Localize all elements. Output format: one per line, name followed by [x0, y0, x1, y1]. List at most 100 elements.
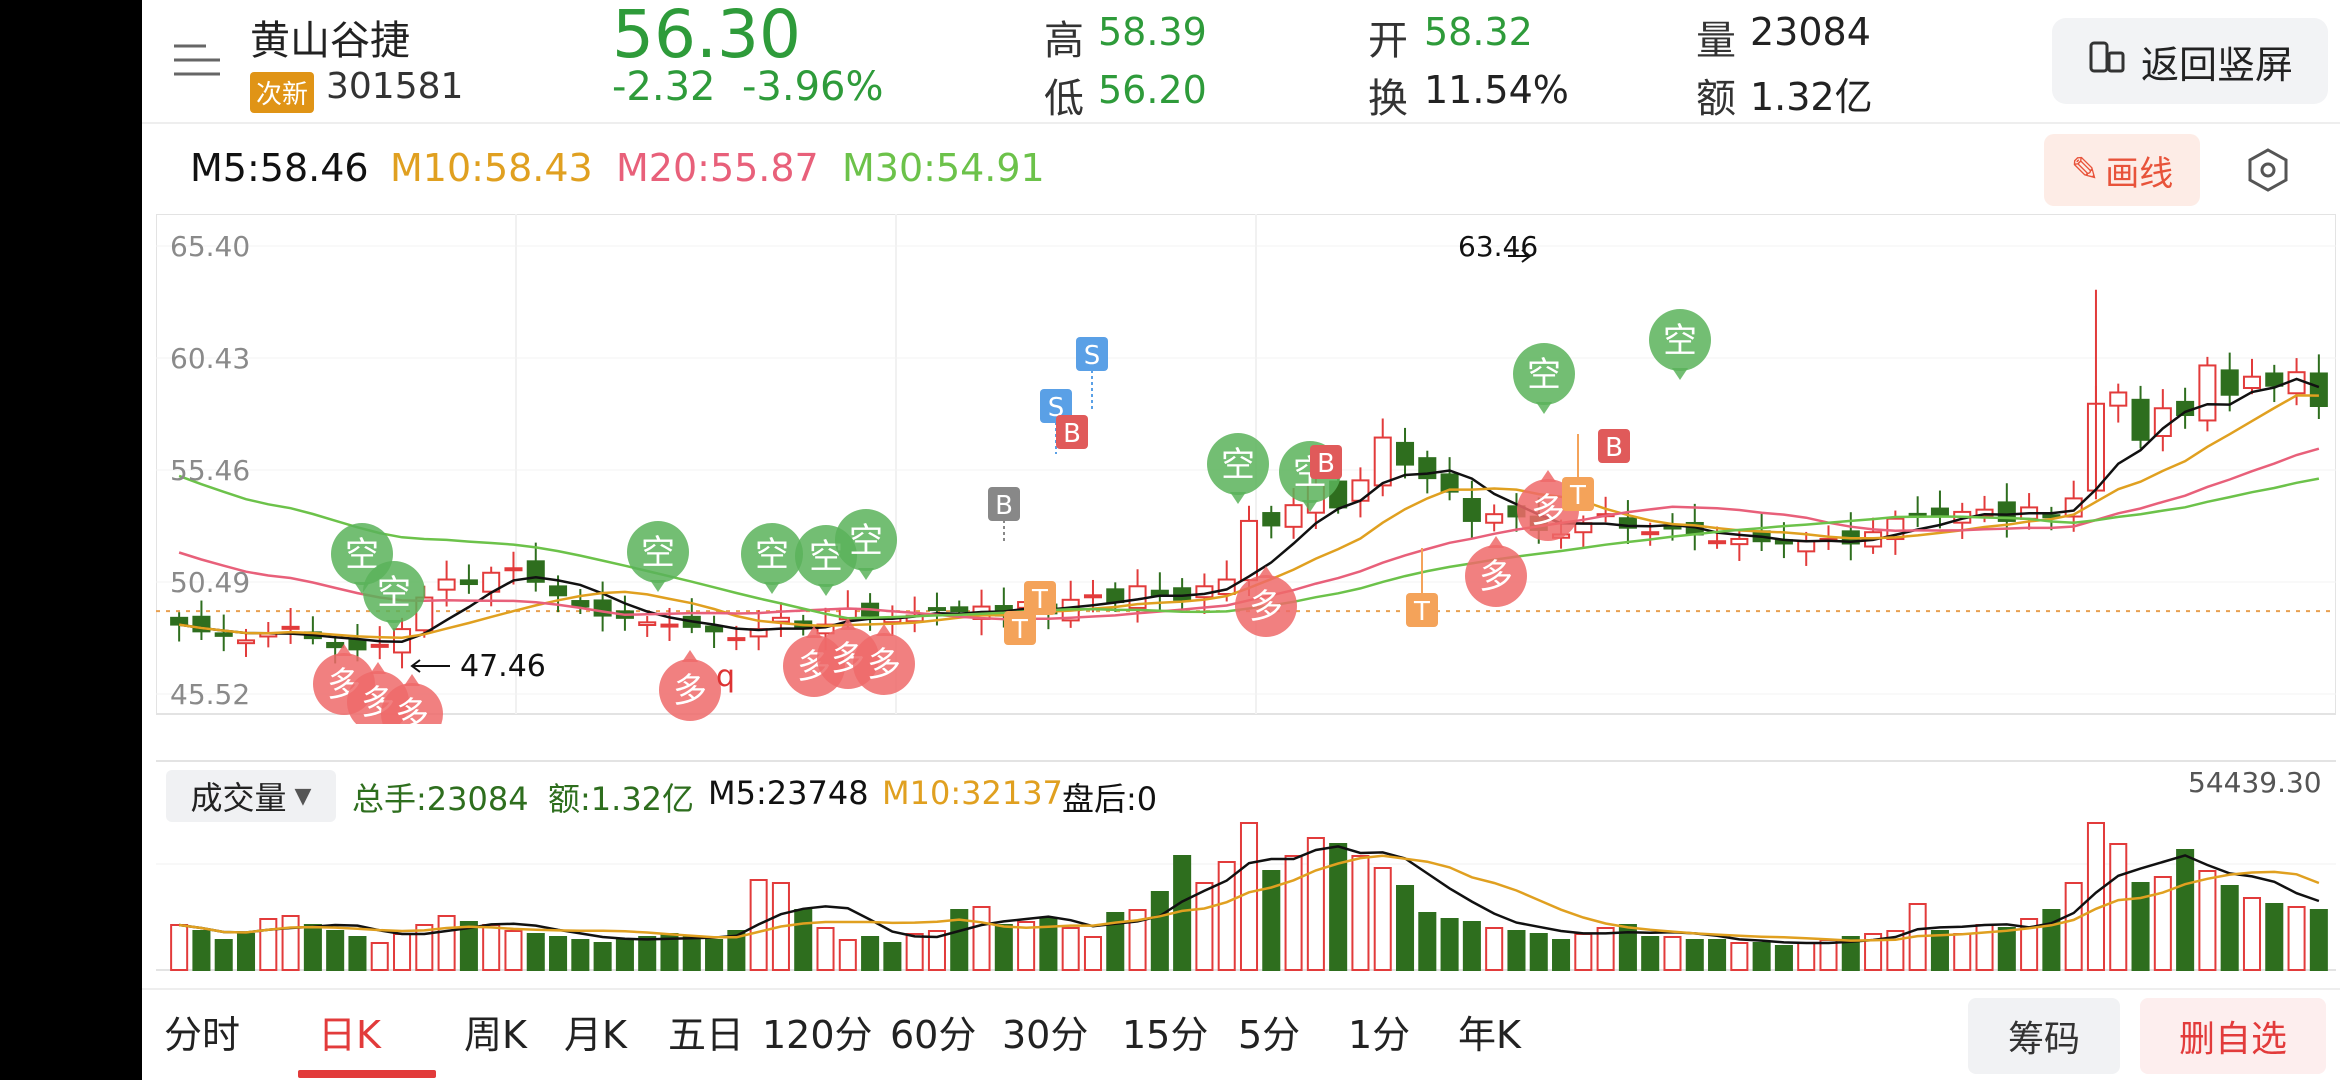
long-signal-2: 多	[381, 674, 443, 724]
candle-body	[1975, 508, 1994, 517]
candle-body	[1730, 537, 1749, 546]
t-tag-3: T	[1562, 477, 1594, 511]
volume-bar	[2109, 843, 2128, 971]
long-signal-7: 多	[1235, 566, 1297, 637]
low-label: 低	[1044, 76, 1084, 122]
volume-bar	[1106, 912, 1125, 971]
volume-amount: 额:1.32亿	[548, 780, 695, 818]
ma20-legend: M20:55.87	[616, 146, 819, 190]
return-portrait-button[interactable]: 返回竖屏	[2052, 18, 2328, 104]
volume-bar	[2086, 822, 2105, 971]
t-tag-1: T	[1024, 581, 1056, 615]
volume-bar	[1017, 921, 1036, 971]
tab-8[interactable]: 15分	[1122, 1013, 1209, 1057]
short-signal-2: 空	[627, 521, 689, 592]
tab-11[interactable]: 年K	[1458, 1013, 1521, 1057]
menu-icon[interactable]	[172, 36, 222, 86]
volume-bar	[2131, 882, 2150, 971]
tab-3[interactable]: 月K	[564, 1013, 627, 1057]
tab-9[interactable]: 5分	[1238, 1013, 1301, 1057]
kline-chart[interactable]: 空空空空空空空空空空多多多多多多多多多多BSSBBBTTTT 65.4060.4…	[156, 214, 2336, 724]
candle-body	[170, 616, 189, 626]
volume-bar	[1351, 855, 1370, 971]
tab-0[interactable]: 分时	[164, 1013, 241, 1057]
candle-body	[727, 637, 746, 642]
candle-body	[504, 567, 523, 572]
candle-body	[214, 632, 233, 637]
draw-line-label: 画线	[2105, 153, 2174, 194]
draw-line-button[interactable]: ✎ 画线	[2044, 134, 2200, 206]
volume-bar	[459, 921, 478, 971]
remove-watchlist-button[interactable]: 删自选	[2140, 998, 2326, 1074]
svg-text:B: B	[995, 491, 1013, 521]
volume-bar	[415, 924, 434, 971]
y-tick-label: 45.52	[170, 678, 250, 711]
volume-bar	[1485, 927, 1504, 971]
volume-chart[interactable]	[156, 800, 2336, 980]
t-tag-0: T	[1004, 611, 1036, 645]
volume-bar	[1083, 936, 1103, 971]
svg-text:多: 多	[395, 695, 429, 724]
short-signal-1: 空	[363, 561, 425, 632]
volume-bar	[482, 924, 501, 971]
volume-bar	[2198, 870, 2217, 971]
chevron-down-icon: ▼	[294, 783, 312, 809]
indicator-select[interactable]: 成交量 ▼	[166, 770, 336, 822]
volume-max-label: 54439.30	[2188, 766, 2322, 799]
volume-bar	[1195, 882, 1214, 971]
tab-4[interactable]: 五日	[668, 1013, 745, 1057]
q-marker-label: q	[716, 659, 735, 694]
volume-bar	[1373, 867, 1392, 971]
svg-text:多: 多	[673, 671, 707, 711]
volume-bar	[972, 906, 991, 971]
sell-tag-0: S	[1040, 389, 1072, 423]
svg-text:多: 多	[1479, 557, 1513, 597]
settings-hex-icon[interactable]	[2244, 146, 2292, 194]
candle-body	[370, 643, 389, 648]
volume-bar	[1641, 936, 1660, 971]
volume-bar	[1797, 942, 1816, 971]
y-tick-label: 50.49	[170, 566, 250, 599]
candle-body	[1083, 594, 1103, 599]
tab-1[interactable]: 日K	[318, 1013, 381, 1057]
pencil-icon: ✎	[2070, 150, 2100, 190]
remove-watchlist-label: 删自选	[2178, 1019, 2287, 1060]
candle-body	[1618, 517, 1637, 529]
candle-body	[2198, 364, 2217, 422]
buy-tag-3: B	[1598, 429, 1630, 463]
volume-bar	[1217, 861, 1236, 971]
tab-10[interactable]: 1分	[1348, 1013, 1411, 1057]
volume-bar	[1262, 870, 1281, 971]
candle-body	[1641, 531, 1660, 536]
header-divider	[142, 122, 2340, 124]
candle-body	[950, 606, 969, 613]
volume-bar	[281, 915, 300, 971]
candle-body	[236, 639, 256, 645]
volume-bar	[1284, 855, 1303, 971]
candle-body	[2242, 375, 2262, 390]
volume-bar	[303, 924, 322, 971]
tab-6[interactable]: 60分	[890, 1013, 977, 1057]
volume-bar	[1752, 942, 1771, 971]
tab-7[interactable]: 30分	[1002, 1013, 1089, 1057]
chips-button[interactable]: 筹码	[1968, 998, 2120, 1074]
candle-body	[927, 607, 946, 612]
tab-2[interactable]: 周K	[464, 1013, 527, 1057]
buy-tag-2: B	[1310, 445, 1342, 479]
volume-bar	[348, 936, 367, 971]
candle-body	[2153, 407, 2172, 437]
amount-label: 额	[1696, 76, 1736, 122]
ma30-legend: M30:54.91	[842, 146, 1045, 190]
volume-bar	[370, 942, 389, 971]
volume-bar	[192, 930, 211, 971]
candle-body	[1395, 441, 1415, 466]
volume-bar	[2153, 876, 2172, 971]
candle-body	[1440, 473, 1459, 493]
candle-body	[771, 616, 790, 623]
svg-text:空: 空	[1527, 355, 1561, 395]
volume-bar	[504, 930, 523, 971]
svg-text:空: 空	[345, 535, 379, 575]
t-tag-2: T	[1406, 593, 1438, 627]
volume-total: 总手:23084	[352, 780, 529, 818]
tab-5[interactable]: 120分	[762, 1013, 873, 1057]
